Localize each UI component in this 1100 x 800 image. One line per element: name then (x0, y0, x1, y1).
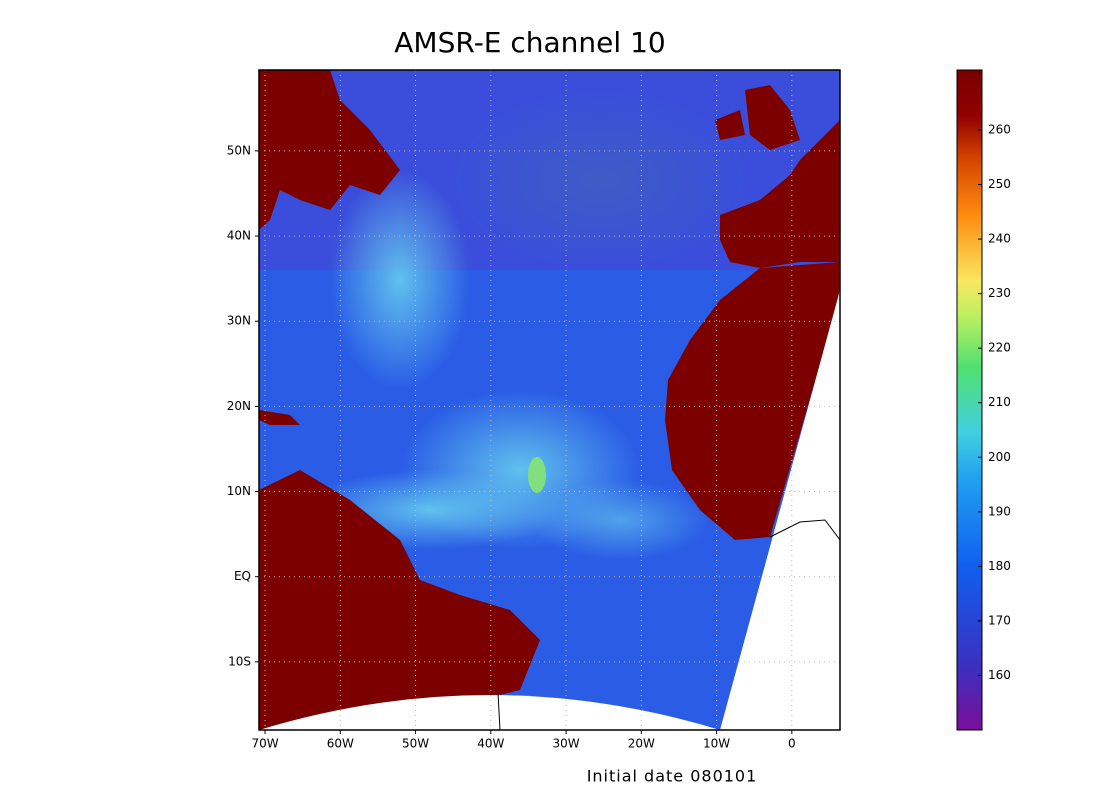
coastline (497, 519, 840, 730)
y-tick-label: 50N (227, 143, 251, 157)
map-frame (258, 69, 841, 731)
x-tick-label: 60W (327, 737, 354, 751)
y-tick-label: 10N (227, 484, 251, 498)
map (259, 70, 840, 730)
colorbar-tick-label: 230 (988, 286, 1011, 300)
colorbar-tick-label: 190 (988, 504, 1011, 518)
colorbar (956, 69, 983, 731)
x-tick-label: 70W (251, 737, 278, 751)
y-tick-label: 20N (227, 399, 251, 413)
x-tick-label: 0 (788, 737, 796, 751)
dry-area (450, 90, 750, 270)
x-tick-label: 50W (402, 737, 429, 751)
colorbar-tick-label: 170 (988, 613, 1011, 627)
y-tick-label: 10S (228, 654, 251, 668)
colorbar-tick-label: 260 (988, 123, 1011, 137)
x-tick-label: 40W (477, 737, 504, 751)
cloud (530, 480, 710, 560)
x-tick-label: 10W (703, 737, 730, 751)
footer: Initial date 080101 (587, 767, 758, 786)
y-tick-label: EQ (234, 569, 251, 583)
x-tick-label: 30W (552, 737, 579, 751)
land (259, 70, 840, 730)
cloud (330, 170, 470, 390)
x-tick-label: 20W (628, 737, 655, 751)
colorbar-tick-label: 160 (988, 668, 1011, 682)
y-tick-label: 30N (227, 314, 251, 328)
colorbar-tick-label: 180 (988, 559, 1011, 573)
y-tick-label: 40N (227, 229, 251, 243)
title: AMSR-E channel 10 (394, 26, 665, 59)
storm-core (528, 457, 546, 493)
no-data (720, 290, 840, 730)
colorbar-tick-label: 250 (988, 177, 1011, 191)
colorbar-tick-label: 200 (988, 450, 1011, 464)
no-data (259, 695, 720, 730)
colorbar-tick-label: 210 (988, 395, 1011, 409)
colorbar-tick-label: 220 (988, 341, 1011, 355)
colorbar-tick-label: 240 (988, 232, 1011, 246)
grid (259, 70, 840, 730)
